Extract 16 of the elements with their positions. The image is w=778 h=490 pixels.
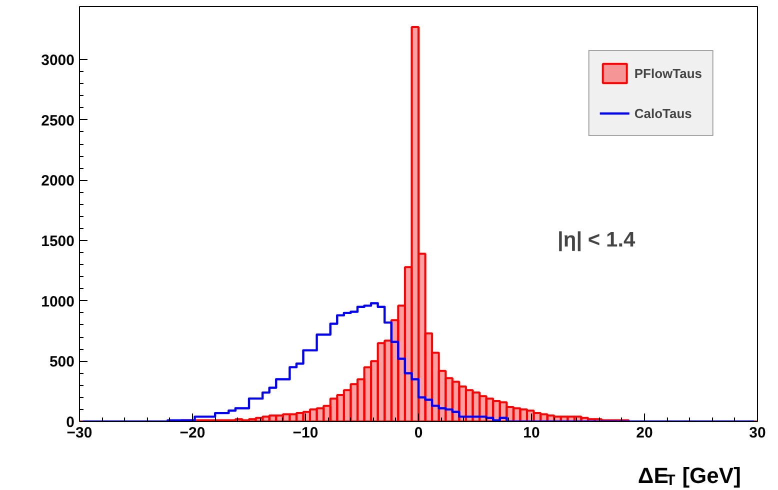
x-tick-label: −10 [292,424,318,442]
y-tick-label: 3000 [41,52,75,70]
x-tick-label: 0 [414,424,423,442]
y-tick-label: 2000 [41,172,75,190]
x-tick-label: 30 [749,424,766,442]
y-tick-label: 0 [66,414,74,431]
y-tick-label: 2500 [41,112,75,130]
legend-label: CaloTaus [634,106,692,120]
y-tick-label: 500 [49,354,75,371]
annotation: |η| < 1.4 [558,228,636,252]
y-tick-label: 1500 [41,233,75,250]
y-tick-label: 1000 [41,293,75,310]
x-tick-label: 10 [523,424,540,442]
x-tick-label: 20 [636,424,653,442]
x-tick-label: −20 [180,424,206,442]
legend-label: PFlowTaus [634,66,702,80]
